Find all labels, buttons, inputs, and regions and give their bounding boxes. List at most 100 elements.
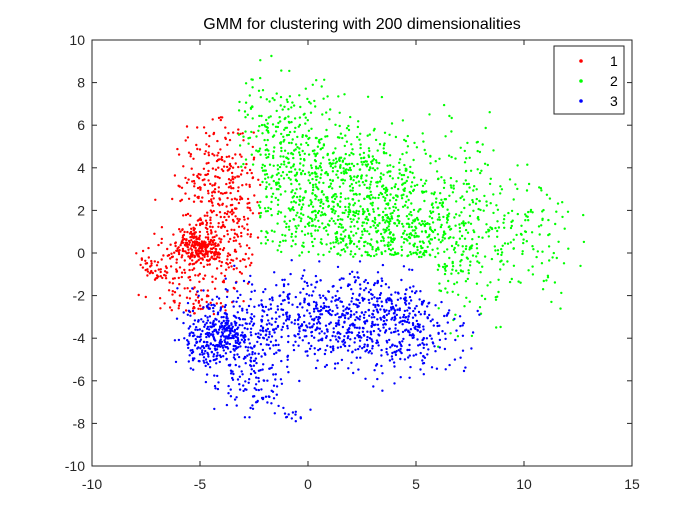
data-point xyxy=(444,269,447,272)
data-point xyxy=(208,134,211,138)
data-point xyxy=(530,231,534,234)
data-point xyxy=(320,169,323,172)
data-point xyxy=(338,337,341,340)
data-point xyxy=(269,303,272,306)
data-point xyxy=(307,171,310,174)
data-point xyxy=(285,173,289,176)
data-point xyxy=(364,250,367,254)
data-point xyxy=(320,85,323,88)
data-point xyxy=(223,274,227,278)
data-point xyxy=(384,329,388,332)
data-point xyxy=(274,343,278,347)
data-point xyxy=(379,232,383,236)
data-point xyxy=(235,346,239,350)
data-point xyxy=(359,287,362,290)
data-point xyxy=(271,363,274,367)
data-point xyxy=(469,222,473,225)
data-point xyxy=(191,350,195,354)
data-point xyxy=(248,342,251,345)
data-point xyxy=(310,294,314,297)
data-point xyxy=(279,141,283,144)
data-point xyxy=(314,274,318,278)
data-point xyxy=(267,206,270,209)
data-point xyxy=(278,244,281,247)
data-point xyxy=(521,250,524,253)
data-point xyxy=(339,200,342,203)
data-point xyxy=(355,298,358,301)
data-point xyxy=(232,239,235,243)
data-point xyxy=(475,141,478,144)
data-point xyxy=(298,116,302,119)
data-point xyxy=(188,354,191,357)
data-point xyxy=(201,329,204,333)
data-point xyxy=(303,152,306,155)
points-layer xyxy=(135,54,586,423)
data-point xyxy=(241,373,244,376)
data-point xyxy=(223,335,226,338)
data-point xyxy=(356,162,359,166)
data-point xyxy=(248,378,251,381)
data-point xyxy=(350,183,353,186)
data-point xyxy=(299,212,303,215)
y-tick-label: -8 xyxy=(73,415,86,431)
data-point xyxy=(261,348,265,352)
data-point xyxy=(560,291,563,295)
data-point xyxy=(401,205,405,208)
data-point xyxy=(227,168,230,171)
data-point xyxy=(291,101,294,104)
data-point xyxy=(209,229,213,232)
data-point xyxy=(250,130,253,134)
data-point xyxy=(360,160,363,164)
data-point xyxy=(417,210,420,213)
data-point xyxy=(540,189,543,192)
data-point xyxy=(359,205,362,208)
data-point xyxy=(531,265,534,268)
data-point xyxy=(292,156,295,160)
data-point xyxy=(288,316,291,319)
data-point xyxy=(319,279,322,282)
data-point xyxy=(186,313,189,316)
data-point xyxy=(264,395,268,398)
data-point xyxy=(409,165,412,169)
data-point xyxy=(396,218,399,222)
data-point xyxy=(520,224,523,227)
data-point xyxy=(299,219,303,223)
data-point xyxy=(340,358,344,362)
data-point xyxy=(290,182,293,186)
data-point xyxy=(384,283,388,286)
data-point xyxy=(502,218,506,221)
data-point xyxy=(329,165,332,168)
data-point xyxy=(259,333,262,336)
data-point xyxy=(430,211,433,215)
data-point xyxy=(331,200,334,203)
data-point xyxy=(298,147,301,150)
data-point xyxy=(452,184,455,187)
data-point xyxy=(415,146,419,149)
data-point xyxy=(231,157,234,160)
data-point xyxy=(425,337,429,340)
data-point xyxy=(355,326,359,329)
data-point xyxy=(280,149,283,153)
data-point xyxy=(237,225,241,228)
data-point xyxy=(371,167,375,170)
data-point xyxy=(227,215,230,218)
data-point xyxy=(414,314,417,317)
y-tick-label: -6 xyxy=(73,373,86,389)
data-point xyxy=(237,201,241,205)
data-point xyxy=(461,253,464,256)
data-point xyxy=(336,218,340,222)
data-point xyxy=(353,337,357,340)
data-point xyxy=(377,196,380,200)
data-point xyxy=(293,117,297,120)
data-point xyxy=(318,260,321,263)
data-point xyxy=(230,209,234,213)
data-point xyxy=(482,209,485,212)
data-point xyxy=(279,185,282,188)
data-point xyxy=(317,310,321,313)
data-point xyxy=(403,138,406,142)
data-point xyxy=(424,229,427,233)
data-point xyxy=(294,230,298,233)
data-point xyxy=(312,300,316,304)
data-point xyxy=(299,105,302,109)
data-point xyxy=(249,359,252,362)
